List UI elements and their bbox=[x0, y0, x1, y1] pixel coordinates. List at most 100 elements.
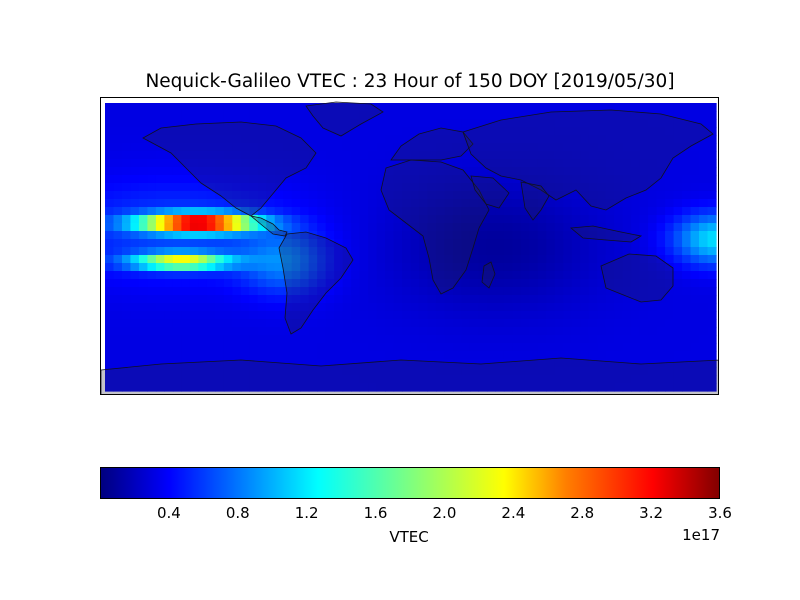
vtec-cell bbox=[385, 143, 395, 152]
vtec-cell bbox=[486, 327, 496, 336]
vtec-cell bbox=[308, 143, 318, 152]
vtec-cell bbox=[588, 175, 598, 184]
vtec-cell bbox=[376, 351, 386, 360]
vtec-cell bbox=[707, 159, 717, 168]
vtec-cell bbox=[605, 167, 615, 176]
vtec-cell bbox=[385, 175, 395, 184]
vtec-cell bbox=[359, 239, 369, 248]
vtec-cell bbox=[682, 383, 692, 392]
vtec-cell bbox=[240, 191, 250, 200]
vtec-cell bbox=[368, 207, 378, 216]
vtec-cell bbox=[189, 279, 199, 288]
vtec-cell bbox=[121, 359, 132, 368]
vtec-cell bbox=[257, 239, 267, 248]
vtec-cell bbox=[614, 375, 624, 384]
vtec-cell bbox=[469, 247, 479, 256]
vtec-cell bbox=[520, 143, 530, 152]
vtec-cell bbox=[130, 159, 140, 168]
vtec-cell bbox=[503, 135, 513, 144]
vtec-cell bbox=[631, 191, 641, 200]
vtec-cell bbox=[249, 183, 259, 192]
vtec-cell bbox=[418, 247, 429, 256]
vtec-cell bbox=[308, 159, 318, 168]
vtec-cell bbox=[368, 183, 378, 192]
vtec-cell bbox=[113, 223, 123, 232]
vtec-cell bbox=[427, 199, 437, 208]
vtec-cell bbox=[138, 319, 149, 328]
vtec-cell bbox=[283, 287, 293, 296]
vtec-cell bbox=[351, 271, 361, 280]
vtec-cell bbox=[597, 271, 607, 280]
vtec-cell bbox=[563, 343, 573, 352]
vtec-cell bbox=[172, 255, 182, 264]
vtec-cell bbox=[147, 207, 157, 216]
vtec-cell bbox=[385, 119, 395, 128]
vtec-cell bbox=[249, 359, 259, 368]
vtec-cell bbox=[580, 367, 590, 376]
vtec-cell bbox=[435, 175, 446, 184]
vtec-cell bbox=[707, 367, 717, 376]
vtec-cell bbox=[682, 367, 692, 376]
vtec-cell bbox=[138, 111, 149, 120]
vtec-cell bbox=[529, 375, 539, 384]
vtec-cell bbox=[147, 223, 157, 232]
vtec-cell bbox=[418, 351, 429, 360]
vtec-cell bbox=[614, 383, 624, 392]
vtec-cell bbox=[554, 119, 564, 128]
vtec-cell bbox=[673, 383, 683, 392]
vtec-cell bbox=[461, 183, 471, 192]
vtec-cell bbox=[342, 143, 352, 152]
vtec-cell bbox=[257, 343, 267, 352]
vtec-cell bbox=[240, 255, 250, 264]
vtec-cell bbox=[274, 239, 284, 248]
vtec-cell bbox=[121, 103, 132, 112]
vtec-cell bbox=[495, 167, 505, 176]
vtec-cell bbox=[410, 175, 420, 184]
vtec-cell bbox=[181, 279, 191, 288]
vtec-cell bbox=[418, 375, 429, 384]
vtec-cell bbox=[461, 159, 471, 168]
vtec-cell bbox=[130, 127, 140, 136]
vtec-cell bbox=[699, 263, 709, 272]
vtec-cell bbox=[495, 319, 505, 328]
vtec-cell bbox=[359, 127, 369, 136]
vtec-cell bbox=[164, 383, 174, 392]
vtec-cell bbox=[469, 143, 479, 152]
vtec-cell bbox=[682, 311, 692, 320]
vtec-cell bbox=[308, 207, 318, 216]
vtec-cell bbox=[223, 383, 233, 392]
vtec-cell bbox=[614, 247, 624, 256]
vtec-cell bbox=[639, 111, 649, 120]
vtec-cell bbox=[300, 239, 310, 248]
vtec-cell bbox=[503, 359, 513, 368]
vtec-cell bbox=[105, 159, 115, 168]
vtec-cell bbox=[257, 159, 267, 168]
vtec-cell bbox=[232, 239, 242, 248]
vtec-cell bbox=[461, 191, 471, 200]
vtec-cell bbox=[274, 255, 284, 264]
vtec-cell bbox=[274, 375, 284, 384]
vtec-cell bbox=[232, 247, 242, 256]
vtec-cell bbox=[164, 207, 174, 216]
vtec-cell bbox=[206, 367, 216, 376]
vtec-cell bbox=[486, 111, 496, 120]
vtec-cell bbox=[597, 279, 607, 288]
vtec-cell bbox=[359, 255, 369, 264]
vtec-cell bbox=[351, 311, 361, 320]
vtec-cell bbox=[334, 367, 344, 376]
vtec-cell bbox=[206, 311, 216, 320]
vtec-cell bbox=[334, 231, 344, 240]
vtec-cell bbox=[232, 223, 242, 232]
vtec-cell bbox=[283, 327, 293, 336]
vtec-cell bbox=[614, 287, 624, 296]
vtec-cell bbox=[690, 175, 700, 184]
vtec-cell bbox=[317, 159, 327, 168]
vtec-cell bbox=[529, 127, 539, 136]
vtec-cell bbox=[283, 135, 293, 144]
vtec-cell bbox=[308, 151, 318, 160]
vtec-cell bbox=[206, 103, 216, 112]
vtec-cell bbox=[452, 375, 463, 384]
vtec-cell bbox=[198, 311, 208, 320]
vtec-cell bbox=[164, 119, 174, 128]
vtec-cell bbox=[325, 303, 335, 312]
